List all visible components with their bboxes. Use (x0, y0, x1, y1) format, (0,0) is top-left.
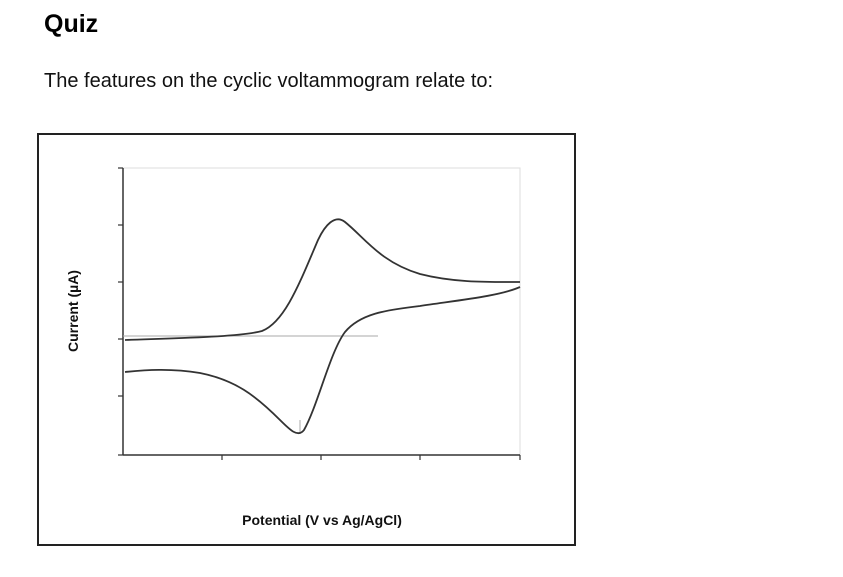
question-text: The features on the cyclic voltammogram … (44, 70, 494, 92)
voltammogram-figure: Current (µA) Potential (V vs Ag/AgCl) (37, 133, 576, 546)
oxidation-curve (124, 218, 521, 341)
y-axis-label: Current (µA) (65, 270, 81, 352)
x-axis-label: Potential (V vs Ag/AgCl) (242, 512, 402, 528)
ticks (118, 167, 521, 460)
slide-title: Quiz (44, 10, 99, 38)
reduction-curve (124, 286, 521, 435)
plot: Current (µA) Potential (V vs Ag/AgCl) (65, 167, 521, 528)
